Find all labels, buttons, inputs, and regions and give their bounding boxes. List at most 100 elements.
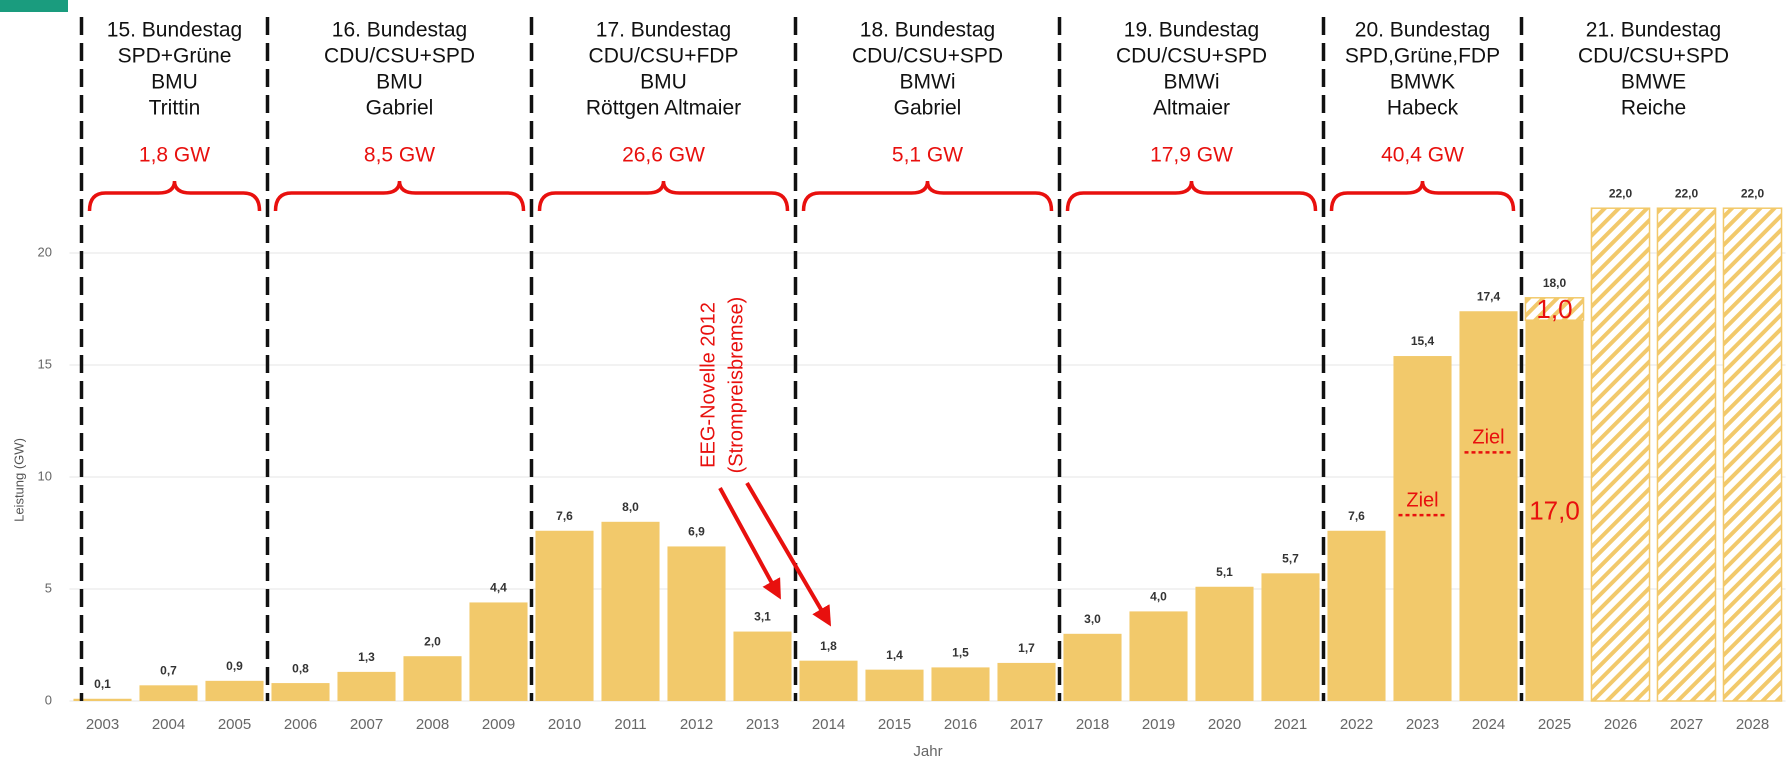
- bar: [139, 685, 198, 701]
- value-label: 5,1: [1216, 565, 1233, 579]
- arrow: [718, 487, 781, 600]
- bar: [799, 660, 858, 701]
- value-label: 3,1: [754, 610, 771, 624]
- x-tick-label: 2006: [284, 716, 317, 733]
- bar: [1327, 530, 1386, 701]
- value-label: 7,6: [1348, 509, 1365, 523]
- bar: [733, 631, 792, 701]
- period-text: CDU/CSU+SPD: [1116, 45, 1267, 68]
- value-label: 17,0: [1529, 495, 1580, 525]
- value-label: 17,4: [1477, 289, 1501, 303]
- bar: [1722, 207, 1783, 702]
- x-tick-label: 2027: [1670, 716, 1703, 733]
- value-label: 2,0: [424, 634, 441, 648]
- bar: [1656, 207, 1717, 702]
- period-total: 40,4 GW: [1381, 144, 1464, 167]
- bar: [997, 662, 1056, 701]
- overlay: 0,1 0,7 0,9 0,8 1,3 2,0 4,4 7,6 8,0 6,9 3,1 1,8 1,4 1…: [79, 17, 1765, 701]
- x-tick-label: 2023: [1406, 716, 1439, 733]
- period-text: 20. Bundestag: [1355, 19, 1490, 42]
- period-text: 17. Bundestag: [596, 19, 731, 42]
- value-label: 8,0: [622, 500, 639, 514]
- x-tick-label: 2018: [1076, 716, 1109, 733]
- bar: [205, 680, 264, 701]
- x-tick-label: 2022: [1340, 716, 1373, 733]
- bar: [1590, 207, 1651, 702]
- x-tick-label: 2010: [548, 716, 581, 733]
- y-axis-label: Leistung (GW): [11, 438, 26, 522]
- x-tick-label: 2021: [1274, 716, 1307, 733]
- period-text: 15. Bundestag: [107, 19, 242, 42]
- bar: [601, 521, 660, 701]
- x-tick-label: 2019: [1142, 716, 1175, 733]
- bar: [73, 698, 132, 701]
- period-total: 26,6 GW: [622, 144, 705, 167]
- period-text: 19. Bundestag: [1124, 19, 1259, 42]
- value-label: 5,7: [1282, 551, 1299, 565]
- x-tick-label: 2026: [1604, 716, 1637, 733]
- y-tick-label: 0: [45, 692, 52, 707]
- period-text: Gabriel: [894, 97, 962, 120]
- bar: [535, 530, 594, 701]
- x-tick-label: 2025: [1538, 716, 1571, 733]
- annotation-line: (Strompreisbremse): [725, 297, 747, 474]
- period-text: BMU: [376, 71, 423, 94]
- period-text: 21. Bundestag: [1586, 19, 1721, 42]
- value-label: 1,7: [1018, 641, 1035, 655]
- value-label: 1,0: [1536, 294, 1572, 324]
- bar: [931, 667, 990, 701]
- bar: [469, 602, 528, 701]
- value-label: 1,4: [886, 648, 903, 662]
- value-label: 1,3: [358, 650, 375, 664]
- value-label: 0,9: [226, 659, 243, 673]
- period-text: BMWE: [1621, 71, 1686, 94]
- period-total: 1,8 GW: [139, 144, 210, 167]
- bar: [1129, 611, 1188, 701]
- grid: 0 5 10 15 20 2003 2004 2005 2006 2007 2008 2009 2010…: [38, 244, 1786, 733]
- value-label: 0,1: [94, 677, 111, 691]
- period-text: CDU/CSU+SPD: [1578, 45, 1729, 68]
- value-label: 3,0: [1084, 612, 1101, 626]
- bar: [1524, 297, 1585, 321]
- x-tick-label: 2017: [1010, 716, 1043, 733]
- value-label: 0,8: [292, 661, 309, 675]
- period-text: BMU: [151, 71, 198, 94]
- period-text: Habeck: [1387, 97, 1459, 120]
- period-text: 18. Bundestag: [860, 19, 995, 42]
- marks: [73, 207, 1783, 702]
- x-tick-label: 2007: [350, 716, 383, 733]
- value-label: 15,4: [1411, 334, 1435, 348]
- x-tick-label: 2011: [614, 716, 646, 733]
- target-label: Ziel: [1406, 489, 1438, 511]
- brace: [273, 180, 526, 212]
- period-text: BMWi: [900, 71, 956, 94]
- bar: [865, 669, 924, 701]
- brace: [1065, 180, 1318, 212]
- x-tick-label: 2005: [218, 716, 251, 733]
- value-label: 0,7: [160, 663, 177, 677]
- bar: [667, 546, 726, 701]
- bar: [271, 683, 330, 701]
- brace: [801, 180, 1054, 212]
- period-text: 16. Bundestag: [332, 19, 467, 42]
- x-tick-label: 2008: [416, 716, 449, 733]
- bar: [337, 671, 396, 701]
- bar: [403, 656, 462, 701]
- logo-bar: [0, 0, 68, 12]
- x-tick-label: 2003: [86, 716, 119, 733]
- period-text: SPD,Grüne,FDP: [1345, 45, 1500, 68]
- brace: [1329, 180, 1516, 212]
- x-tick-label: 2028: [1736, 716, 1769, 733]
- brace: [537, 180, 790, 212]
- total-label: 18,0: [1543, 276, 1567, 290]
- target-label: Ziel: [1472, 427, 1504, 449]
- x-tick-label: 2004: [152, 716, 185, 733]
- period-total: 8,5 GW: [364, 144, 435, 167]
- period-text: Reiche: [1621, 97, 1686, 120]
- brace: [87, 180, 262, 212]
- value-label: 1,8: [820, 639, 837, 653]
- period-text: SPD+Grüne: [118, 45, 232, 68]
- period-text: Altmaier: [1153, 97, 1230, 120]
- y-tick-label: 10: [38, 468, 52, 483]
